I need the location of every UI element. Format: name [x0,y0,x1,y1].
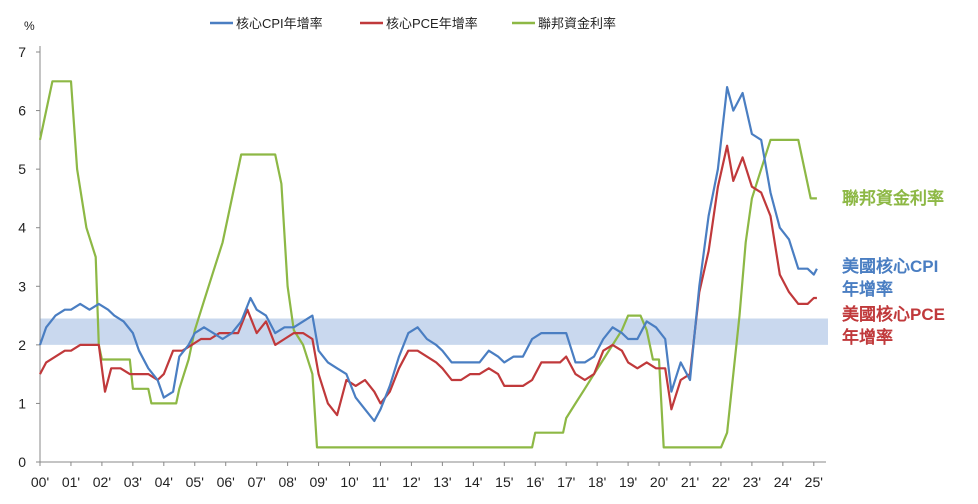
x-ticks: 00' 01' 02' 03' 04' 05' 06' 07' 08' 09' 10' 11' 12' 1… [31,462,823,490]
y-tick-label: 0 [18,454,26,470]
x-tick-label: 19' [619,474,637,490]
legend-label-pce: 核心PCE年增率 [386,16,478,31]
x-tick-label: 14' [464,474,482,490]
x-tick-label: 25' [805,474,823,490]
x-tick-label: 04' [155,474,173,490]
x-tick-label: 20' [650,474,668,490]
y-tick-label: 4 [18,220,26,236]
x-tick-label: 11' [372,474,389,490]
y-tick-label: 5 [18,161,26,177]
legend-label-cpi: 核心CPI年增率 [236,16,323,31]
side-label-fed-text: 聯邦資金利率 [842,189,944,208]
series-lines [38,80,818,449]
x-tick-label: 15' [495,474,513,490]
legend: 核心CPI年增率 核心PCE年增率 聯邦資金利率 [210,16,616,31]
x-tick-label: 23' [743,474,761,490]
x-tick-label: 13' [433,474,451,490]
side-label-cpi-line2: 年增率 [842,280,893,299]
x-tick-label: 07' [248,474,266,490]
x-tick-label: 22' [712,474,730,490]
y-axis-unit: % [24,19,35,33]
side-label-core-pce: 美國核心PCE 年增率 [842,303,945,349]
side-label-pce-line2: 年增率 [842,328,893,347]
side-label-core-cpi: 美國核心CPI 年增率 [842,255,938,301]
x-tick-label: 16' [526,474,544,490]
y-ticks: 0 1 2 3 4 5 6 7 [18,44,40,470]
x-tick-label: 01' [62,474,80,490]
side-label-fed-funds-rate: 聯邦資金利率 [842,187,944,210]
x-tick-label: 21' [681,474,699,490]
x-tick-label: 18' [588,474,606,490]
x-tick-label: 08' [278,474,296,490]
series-line-core-cpi [38,85,818,423]
y-tick-label: 2 [18,337,26,353]
legend-label-fed: 聯邦資金利率 [538,16,616,31]
series-line-fed-funds-rate [38,80,817,449]
y-tick-label: 6 [18,103,26,119]
x-tick-label: 02' [93,474,111,490]
x-tick-label: 09' [309,474,327,490]
y-tick-label: 3 [18,278,26,294]
y-tick-label: 7 [18,44,26,60]
x-tick-label: 06' [217,474,235,490]
side-label-cpi-line1: 美國核心CPI [842,257,939,276]
x-tick-label: 03' [124,474,142,490]
target-band [40,318,828,345]
x-tick-label: 12' [402,474,420,490]
y-tick-label: 1 [18,395,26,411]
x-tick-label: 10' [340,474,358,490]
x-tick-label: 24' [774,474,792,490]
x-tick-label: 05' [186,474,204,490]
x-tick-label: 00' [31,474,49,490]
side-label-pce-line1: 美國核心PCE [842,305,945,324]
x-tick-label: 17' [557,474,575,490]
